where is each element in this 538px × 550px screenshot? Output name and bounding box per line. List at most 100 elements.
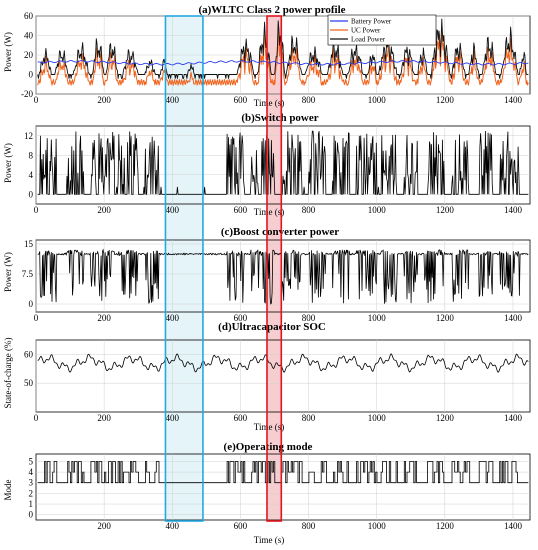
x-tick-label: 200 (97, 413, 111, 423)
x-tick-label: 400 (166, 205, 180, 215)
panel-a-legend: Battery Power UC Power Load Power (327, 14, 437, 46)
series-line-load (37, 18, 529, 79)
y-tick-label: 15 (24, 239, 34, 249)
x-tick-label: 1200 (436, 205, 455, 215)
panel-c-plot: 0 200 400 600 800 1000 1200 1400 0 7.5 15 (22, 239, 531, 323)
x-tick-label: 600 (234, 413, 248, 423)
x-tick-label: 600 (234, 95, 248, 105)
x-tick-label: 200 (97, 205, 111, 215)
series-line-switch-power (37, 130, 529, 195)
blue-window-fill (165, 16, 203, 521)
y-tick-label: 0 (29, 70, 34, 80)
panel-e-ylabel: Mode (3, 479, 13, 500)
y-tick-label: 2 (29, 488, 34, 498)
y-tick-label: 12 (24, 131, 33, 141)
blue-window-outline (164, 15, 204, 522)
legend-label-uc: UC Power (351, 27, 381, 35)
panel-d: (d)Ultracapacitor SOC Time (s) State-of-… (3, 321, 531, 432)
highlight-windows (165, 16, 282, 521)
series-line-soc (37, 353, 529, 373)
panel-a-xlabel: Time (s) (254, 98, 284, 108)
y-tick-label: 4 (29, 170, 34, 180)
y-tick-label: 8 (29, 150, 34, 160)
x-tick-label: 1400 (504, 95, 523, 105)
panel-d-plot: 0 200 400 600 800 1000 1200 1400 50 60 (24, 339, 531, 423)
x-tick-label: 1000 (368, 205, 387, 215)
x-tick-label: 800 (302, 521, 316, 531)
series-line-battery (37, 60, 529, 66)
x-tick-label: 200 (97, 521, 111, 531)
x-tick-label: 1400 (504, 205, 523, 215)
panel-e: (e)Operating mode Time (s) Mode 200 400 60… (3, 441, 531, 545)
x-tick-label: 1200 (436, 313, 455, 323)
panel-b-ylabel: Power (W) (3, 143, 13, 183)
x-tick-label: 1000 (368, 313, 387, 323)
y-tick-label: 50 (24, 378, 34, 388)
y-tick-label: 40 (24, 31, 34, 41)
x-tick-label: 200 (97, 313, 111, 323)
x-tick-label: 600 (234, 313, 248, 323)
x-tick-label: 400 (166, 413, 180, 423)
panel-a-ylabel: Power (W) (3, 32, 13, 72)
series-line-boost-power (37, 248, 529, 305)
x-tick-label: 1200 (436, 521, 455, 531)
panel-d-ylabel: State-of-charge (%) (3, 337, 13, 408)
panel-e-xlabel: Time (s) (254, 535, 284, 545)
x-tick-label: 1200 (436, 413, 455, 423)
red-window-outline (266, 15, 283, 522)
series-line-mode (37, 461, 529, 484)
y-tick-label: 5 (29, 456, 34, 466)
y-tick-label: 0 (29, 189, 34, 199)
red-window-fill (266, 16, 282, 521)
plot-frame (35, 453, 531, 521)
y-tick-label: 60 (24, 11, 34, 21)
x-tick-label: 400 (166, 95, 180, 105)
panel-b: (b)Switch power Time (s) Power (W) 0 200 4… (3, 112, 531, 217)
legend-label-load: Load Power (351, 36, 386, 44)
legend-label-battery: Battery Power (351, 18, 392, 26)
y-tick-label: 7.5 (22, 269, 34, 279)
x-tick-label: 0 (34, 95, 39, 105)
panel-d-title: (d)Ultracapacitor SOC (218, 321, 326, 333)
x-tick-label: 1400 (504, 521, 523, 531)
x-tick-label: 800 (302, 95, 316, 105)
x-tick-label: 800 (302, 313, 316, 323)
y-tick-label: 20 (24, 50, 34, 60)
x-tick-label: 1000 (368, 95, 387, 105)
y-tick-label: 0 (29, 299, 34, 309)
x-tick-label: 800 (302, 205, 316, 215)
x-tick-label: 0 (34, 413, 39, 423)
panel-c-ylabel: Power (W) (3, 252, 13, 292)
y-tick-label: 1 (29, 499, 34, 509)
panel-d-xlabel: Time (s) (254, 422, 284, 432)
x-tick-label: 400 (166, 313, 180, 323)
x-tick-label: 200 (97, 95, 111, 105)
panel-c-title: (c)Boost converter power (221, 226, 339, 238)
x-tick-label: 0 (34, 313, 39, 323)
x-tick-label: 1200 (436, 95, 455, 105)
panel-b-xlabel: Time (s) (254, 207, 284, 217)
x-tick-label: 600 (234, 205, 248, 215)
y-tick-label: -20 (21, 89, 33, 99)
highlight-outlines (164, 15, 283, 522)
x-tick-label: 1000 (368, 413, 387, 423)
plot-frame (35, 339, 531, 413)
panel-b-title: (b)Switch power (241, 112, 318, 124)
x-tick-label: 800 (302, 413, 316, 423)
y-tick-label: 4 (29, 467, 34, 477)
x-tick-label: 1000 (368, 521, 387, 531)
x-tick-label: 600 (234, 521, 248, 531)
y-tick-label: 3 (29, 478, 34, 488)
x-tick-label: 1400 (504, 413, 523, 423)
x-tick-label: 1400 (504, 313, 523, 323)
panel-a-title: (a)WLTC Class 2 power profile (198, 4, 345, 16)
y-tick-label: 60 (24, 349, 34, 359)
panel-b-plot: 0 200 400 600 800 1000 1200 1400 0 4 8 12 (24, 125, 531, 215)
x-tick-label: 400 (166, 521, 180, 531)
panel-e-title: (e)Operating mode (224, 441, 313, 453)
panel-c: (c)Boost converter power Power (W) 0 200 4… (3, 226, 531, 323)
panel-a: (a)WLTC Class 2 power profile Time (s) P… (3, 4, 531, 108)
